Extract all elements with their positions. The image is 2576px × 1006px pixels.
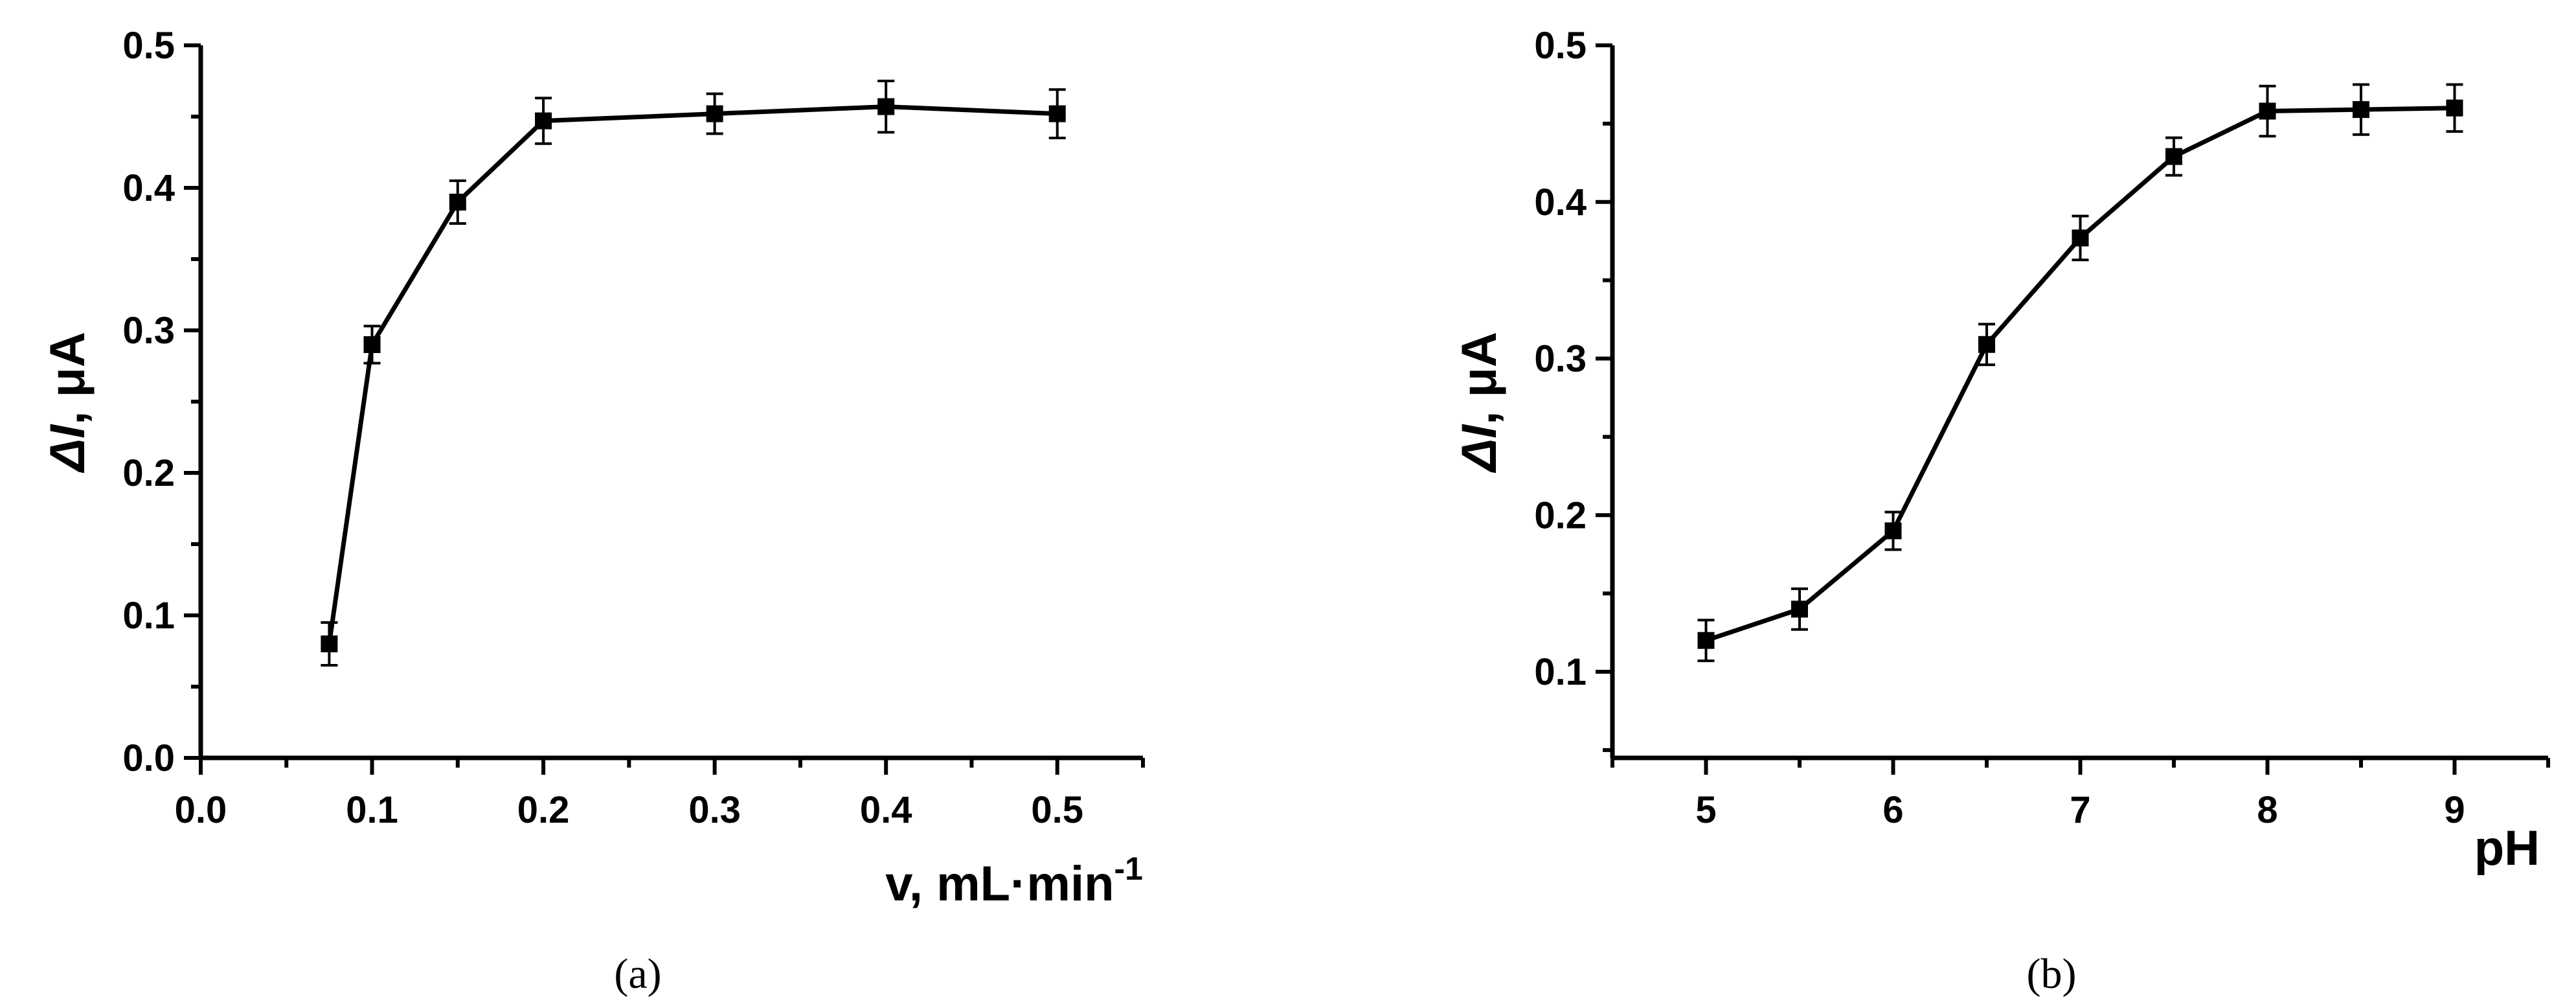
y-axis-title: ΔI, μA [40,332,95,474]
x-tick-label: 8 [2257,789,2277,831]
data-point [2072,229,2089,247]
x-tick-label: 5 [1695,789,1716,831]
y-tick-label: 0.5 [122,25,175,67]
data-point [1978,336,1995,353]
x-tick-label: 0.4 [860,789,912,831]
y-tick-label: 0.4 [122,167,175,209]
x-tick-label: 7 [2070,789,2090,831]
x-tick-label: 0.2 [517,789,570,831]
data-point [2259,102,2276,120]
y-tick-label: 0.4 [1534,181,1587,223]
y-tick-label: 0.2 [1534,494,1587,536]
x-axis-title-superscript: -1 [1114,851,1143,887]
x-axis-title: pH [2474,821,2540,876]
y-tick-label: 0.5 [1534,25,1587,67]
y-tick-label: 0.3 [122,310,175,352]
y-axis-title: ΔI, μA [1452,332,1507,474]
series-line [1705,106,2455,643]
y-tick-label: 0.1 [1534,651,1587,693]
y-axis-title-symbol: ΔI [1452,424,1507,474]
x-axis-title-text: pH [2474,821,2540,876]
panel-label: (b) [2027,950,2077,998]
data-point [449,194,466,211]
x-tick-label: 6 [1882,789,1903,831]
y-tick-label: 0.1 [122,595,175,637]
data-point [321,635,338,652]
data-point [1884,522,1902,540]
panel-label: (a) [614,950,661,998]
series-line [326,104,1057,645]
y-axis-title-symbol: ΔI [40,424,95,474]
chart-panel-a: 0.0 0.1 0.2 0.3 0.4 0.5 0.0 0.1 0.2 0.3 0.4 0.5 v, m… [40,25,1145,998]
x-tick-label: 0.3 [688,789,741,831]
data-point [535,112,552,130]
data-point [1791,600,1808,618]
x-tick-label: 9 [2444,789,2465,831]
data-point [2165,148,2182,165]
data-point [877,98,895,115]
data-point [706,105,723,122]
data-point [1048,105,1066,122]
chart-panel-b: 5 6 7 8 9 0.1 0.2 0.3 0.4 0.5 pH ΔI, μA (b) [1452,25,2550,998]
y-tick-label: 0.3 [1534,338,1587,380]
x-axis-title-text: v, mL·min [885,856,1114,911]
x-axis-title: v, mL·min-1 [885,851,1143,911]
data-point [2446,99,2463,117]
data-point [1697,632,1715,649]
data-point [2353,101,2369,119]
x-tick-label: 0.5 [1031,789,1083,831]
y-tick-label: 0.2 [122,452,175,494]
y-axis-title-unit: , μA [1452,332,1507,425]
data-point [363,336,381,353]
y-tick-label: 0.0 [122,737,175,779]
x-tick-label: 0.0 [175,789,227,831]
x-tick-label: 0.1 [346,789,398,831]
y-axis-title-unit: , μA [40,332,95,425]
